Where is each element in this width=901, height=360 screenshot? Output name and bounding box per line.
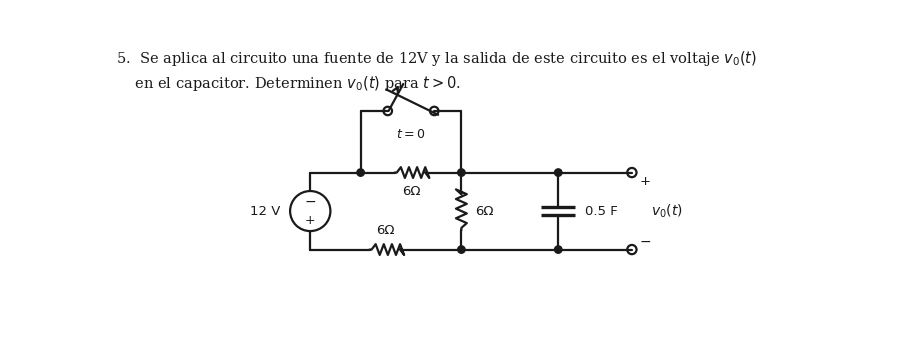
Circle shape bbox=[554, 246, 562, 253]
Text: 12 V: 12 V bbox=[250, 204, 281, 217]
Text: +: + bbox=[640, 175, 651, 188]
Text: en el capacitor. Determinen $v_0(t)$ para $t > 0$.: en el capacitor. Determinen $v_0(t)$ par… bbox=[116, 74, 461, 93]
Circle shape bbox=[458, 169, 465, 176]
Circle shape bbox=[458, 246, 465, 253]
Text: −: − bbox=[640, 235, 651, 249]
Text: 6Ω: 6Ω bbox=[402, 185, 420, 198]
Text: 5.  Se aplica al circuito una fuente de 12V y la salida de este circuito es el v: 5. Se aplica al circuito una fuente de 1… bbox=[116, 49, 758, 68]
Text: −: − bbox=[305, 195, 316, 209]
Text: $t = 0$: $t = 0$ bbox=[396, 128, 425, 141]
Circle shape bbox=[554, 169, 562, 176]
Circle shape bbox=[357, 169, 364, 176]
Text: 6Ω: 6Ω bbox=[476, 204, 494, 217]
Text: 6Ω: 6Ω bbox=[377, 224, 395, 237]
Text: $v_0(t)$: $v_0(t)$ bbox=[651, 202, 683, 220]
Text: +: + bbox=[305, 213, 315, 226]
Text: 0.5 F: 0.5 F bbox=[585, 204, 617, 217]
